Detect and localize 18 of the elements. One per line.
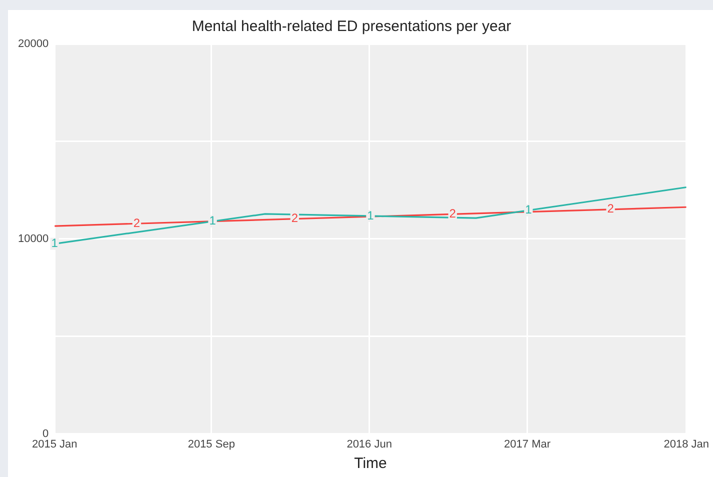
x-tick-label: 2016 Jun [346,438,392,450]
x-tick-label: 2015 Sep [188,438,235,450]
x-axis-title: Time [354,455,387,472]
text: 1 [209,214,216,228]
y-tick-label: 20000 [18,38,49,50]
x-tick-label: 2018 Jan [664,438,709,450]
series-label: 1 [525,202,532,217]
text: 1 [51,236,58,250]
text: 1 [367,208,374,222]
x-tick-label: 2015 Jan [32,438,78,450]
y-tick-label: 0 [42,428,49,440]
text: 2 [607,202,614,216]
x-tick-label: 2017 Mar [504,438,551,450]
text: 2 [291,211,298,226]
chart-title: Mental health-related ED presentations per year [192,18,512,36]
series-label: 2 [449,206,456,220]
y-tick-label: 10000 [18,232,49,245]
text: 2 [133,216,140,230]
